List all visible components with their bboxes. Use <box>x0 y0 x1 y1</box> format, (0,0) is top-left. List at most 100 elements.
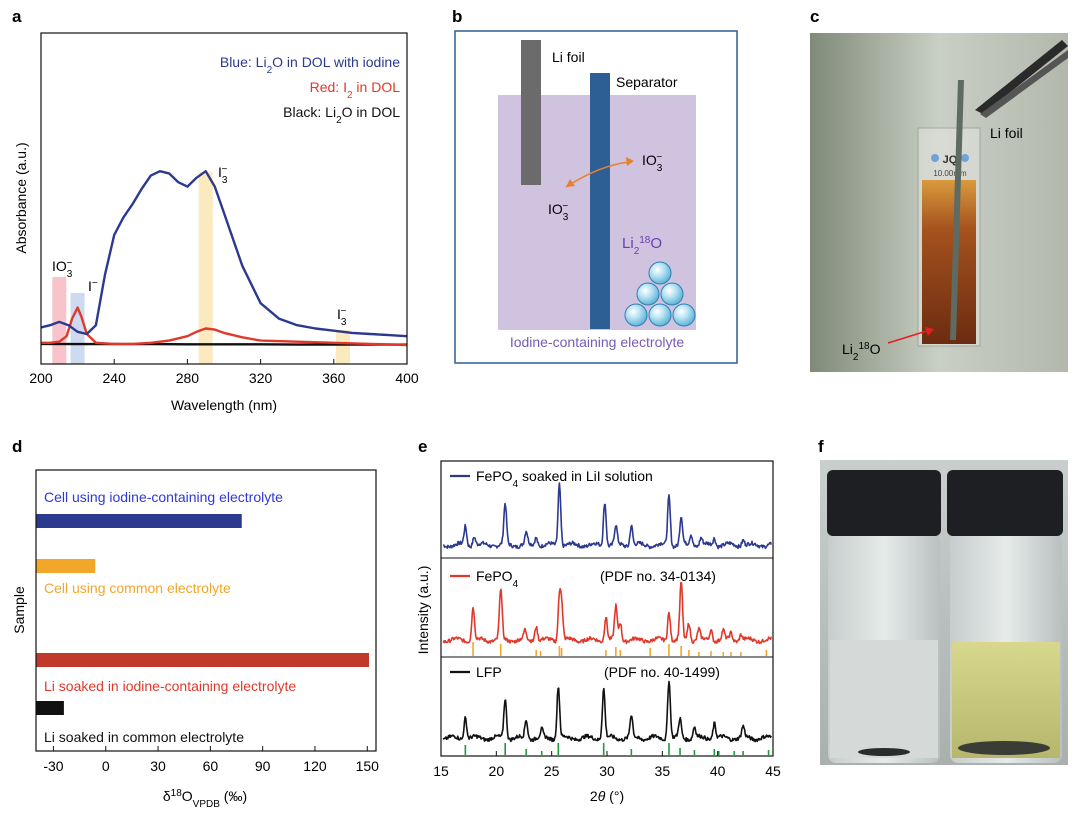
c-li218o-label: Li218O <box>842 341 881 363</box>
c-cuvette-dot <box>931 154 939 162</box>
panel-letter-c: c <box>810 7 819 26</box>
f-vial-right-cap <box>947 470 1063 536</box>
a-annot-io3: IO3− <box>52 258 73 280</box>
b-li2o-particle <box>648 303 672 327</box>
d-y-axis-label: Sample <box>11 586 27 634</box>
e-x-axis-ticks: 15 20 25 30 35 40 45 <box>433 751 781 779</box>
d-x-tick-label: 30 <box>150 758 166 774</box>
b-separator-label: Separator <box>616 74 678 90</box>
d-x-tick-label: 60 <box>203 758 219 774</box>
d-bar-label: Cell using iodine-containing electrolyte <box>44 489 283 505</box>
e-x-tick-label: 20 <box>489 763 505 779</box>
a-x-tick-label: 360 <box>322 370 346 386</box>
e-pdf-34-0134: (PDF no. 34-0134) <box>600 568 716 584</box>
a-x-tick-label: 320 <box>249 370 273 386</box>
c-li-foil-strip <box>950 80 964 340</box>
d-x-axis-label: δ18OVPDB (‰) <box>163 788 247 810</box>
e-legend-2: FePO4 <box>476 568 519 590</box>
d-x-tick-label: -30 <box>43 758 63 774</box>
b-li2o-particle <box>672 303 696 327</box>
e-legend-1: FePO4 soaked in LiI solution <box>476 468 653 490</box>
a-highlight-band <box>52 277 67 364</box>
e-legend-3: LFP <box>476 664 502 680</box>
panel-letter-b: b <box>452 7 462 26</box>
a-x-tick-label: 400 <box>395 370 419 386</box>
f-vial-left-sediment <box>858 748 910 756</box>
e-x-tick-label: 15 <box>433 763 449 779</box>
c-pointer-arrow-head <box>925 327 934 336</box>
d-bar-label: Li soaked in common electrolyte <box>44 729 244 745</box>
a-series-line <box>40 170 408 338</box>
d-x-axis-ticks: -30 0 30 60 90 120 150 <box>43 746 379 774</box>
a-x-axis-label: Wavelength (nm) <box>171 397 277 413</box>
a-annot-i3-minor: I3− <box>337 306 347 328</box>
e-pattern-line <box>443 482 772 550</box>
d-bar <box>36 559 96 573</box>
a-series-lines <box>40 170 408 347</box>
d-bar <box>36 514 242 528</box>
f-vial-right-sediment <box>958 741 1050 755</box>
a-series-line <box>41 306 408 347</box>
d-x-tick-label: 120 <box>303 758 327 774</box>
a-annot-i3-main: I3− <box>218 164 228 186</box>
b-arrow-head-right <box>626 157 634 166</box>
b-li218o-label: Li218O <box>622 235 662 257</box>
e-x-tick-label: 30 <box>599 763 615 779</box>
a-legend-blue: Blue: Li2O in DOL with iodine <box>220 54 400 76</box>
a-legend-black: Black: Li2O in DOL <box>283 104 400 126</box>
e-pattern-line <box>442 581 772 645</box>
e-reference-ticks <box>464 642 770 755</box>
b-electrolyte-label: Iodine-containing electrolyte <box>510 334 685 350</box>
d-bar <box>36 653 370 667</box>
b-li2o-particle <box>648 261 672 285</box>
d-x-tick-label: 0 <box>102 758 110 774</box>
panel-c-photo: JQ 10.00mm Li foil Li218O <box>810 33 1068 372</box>
a-x-tick-label: 240 <box>103 370 127 386</box>
d-bar-label: Cell using common electrolyte <box>44 580 231 596</box>
a-x-tick-label: 280 <box>176 370 200 386</box>
a-highlight-band <box>198 172 213 364</box>
b-li2o-particle <box>660 282 684 306</box>
c-li-foil-label: Li foil <box>990 125 1023 141</box>
d-bar-label: Li soaked in iodine-containing electroly… <box>44 678 296 694</box>
a-highlight-band <box>70 293 85 364</box>
b-li-foil-electrode <box>521 40 541 185</box>
e-pattern-line <box>442 680 772 743</box>
a-legend-red: Red: I2 in DOL <box>310 79 401 101</box>
c-cuvette-brand: JQ <box>943 154 958 166</box>
e-x-tick-label: 35 <box>655 763 671 779</box>
panel-letter-f: f <box>818 437 824 456</box>
d-bar <box>36 701 64 715</box>
e-x-tick-label: 25 <box>544 763 560 779</box>
b-li2o-particle <box>636 282 660 306</box>
panel-d-chart: -30 0 30 60 90 120 150 Cell using iodine-conta… <box>11 469 379 810</box>
f-vial-right-liquid <box>952 642 1060 758</box>
c-tweezers <box>975 40 1068 114</box>
d-bar-labels: Cell using iodine-containing electrolyte… <box>44 489 296 745</box>
a-y-axis-label: Absorbance (a.u.) <box>13 142 29 253</box>
b-io3-label-right: IO3− <box>642 152 663 174</box>
c-tweezers <box>980 50 1068 118</box>
a-annot-i-minus: I− <box>88 278 98 295</box>
c-pointer-arrow <box>887 329 931 344</box>
a-plot-frame <box>40 32 408 365</box>
b-io3-label-left: IO3− <box>548 201 569 223</box>
a-highlight-band <box>335 330 350 364</box>
f-vial-left-liquid <box>830 640 938 758</box>
b-separator <box>590 73 610 329</box>
panel-letter-e: e <box>418 437 427 456</box>
d-x-tick-label: 90 <box>255 758 271 774</box>
c-cuvette-path: 10.00mm <box>933 169 967 178</box>
e-x-axis-label: 2θ (°) <box>590 788 624 804</box>
panel-a-chart: 200 240 280 320 360 400 Wavelength (nm) Absor… <box>13 32 419 413</box>
a-x-axis-ticks: 200 240 280 320 360 400 <box>29 359 419 386</box>
a-x-tick-label: 200 <box>29 370 53 386</box>
d-bars <box>36 514 370 715</box>
e-plot-frame <box>440 460 774 757</box>
e-x-tick-label: 45 <box>765 763 781 779</box>
b-li-foil-label: Li foil <box>552 49 585 65</box>
e-y-axis-label: Intensity (a.u.) <box>415 566 431 655</box>
e-pdf-40-1499: (PDF no. 40-1499) <box>604 664 720 680</box>
c-cuvette-dot <box>961 154 969 162</box>
